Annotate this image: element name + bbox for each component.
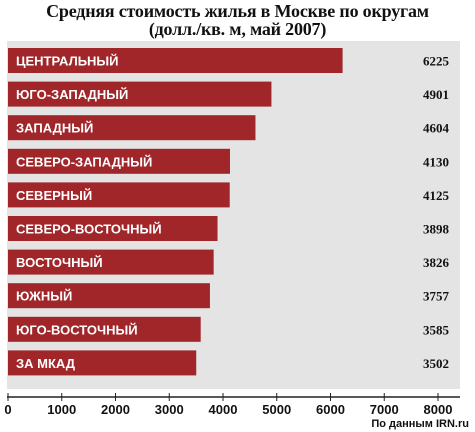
bar-category-label: ВОСТОЧНЫЙ: [16, 255, 103, 270]
bar-value-label: 3898: [423, 222, 450, 237]
bar: [8, 283, 210, 309]
bar: [8, 350, 197, 376]
x-tick-label: 8000: [424, 402, 453, 417]
x-tick-label: 7000: [370, 402, 399, 417]
x-tick-label: 6000: [316, 402, 345, 417]
chart-title-block: Средняя стоимость жилья в Москве по окру…: [0, 0, 475, 38]
bar-category-label: ЗАПАДНЫЙ: [16, 121, 93, 136]
bar: [8, 249, 214, 275]
x-tick-label: 1000: [47, 402, 76, 417]
bar: [8, 316, 201, 342]
bar-value-label: 4901: [423, 87, 449, 102]
bar-value-label: 4604: [423, 121, 450, 136]
bar-value-label: 4130: [423, 154, 449, 169]
bar: [8, 182, 230, 208]
bar-value-label: 4125: [423, 188, 450, 203]
bar: [8, 148, 230, 174]
bar-category-label: ЗА МКАД: [16, 356, 76, 371]
x-tick-label: 4000: [209, 402, 238, 417]
bar-value-label: 6225: [423, 54, 450, 69]
source-note: По данным IRN.ru: [371, 418, 469, 430]
chart-title: Средняя стоимость жилья в Москве по окру…: [46, 1, 429, 21]
bar-category-label: СЕВЕРО-ЗАПАДНЫЙ: [16, 154, 152, 169]
bar: [8, 216, 218, 241]
bar-category-label: ЦЕНТРАЛЬНЫЙ: [16, 54, 119, 69]
bar-category-label: ЮГО-ВОСТОЧНЫЙ: [16, 322, 138, 337]
bar: [8, 48, 343, 73]
bar: [8, 115, 256, 141]
bar-value-label: 3585: [423, 322, 450, 337]
x-tick-label: 3000: [155, 402, 184, 417]
bar-value-label: 3502: [423, 356, 449, 371]
x-tick-label: 2000: [101, 402, 130, 417]
bar-category-label: СЕВЕРНЫЙ: [16, 188, 92, 203]
bar-category-label: ЮГО-ЗАПАДНЫЙ: [16, 87, 128, 102]
bar-category-label: СЕВЕРО-ВОСТОЧНЫЙ: [16, 222, 162, 237]
bars-group: ЦЕНТРАЛЬНЫЙ 6225 ЮГО-ЗАПАДНЫЙ 4901 ЗАПАДНЫЙ 4…: [8, 48, 450, 376]
chart-subtitle: (долл./кв. м, май 2007): [148, 19, 327, 39]
bar-category-label: ЮЖНЫЙ: [16, 289, 72, 304]
x-tick-label: 5000: [262, 402, 291, 417]
x-tick-label: 0: [4, 402, 11, 417]
bar: [8, 81, 272, 107]
bar-value-label: 3826: [423, 255, 450, 270]
bar-value-label: 3757: [423, 289, 450, 304]
x-axis: 0 1000 2000 3000 4000 5000 6000 7000 8000: [4, 393, 460, 417]
